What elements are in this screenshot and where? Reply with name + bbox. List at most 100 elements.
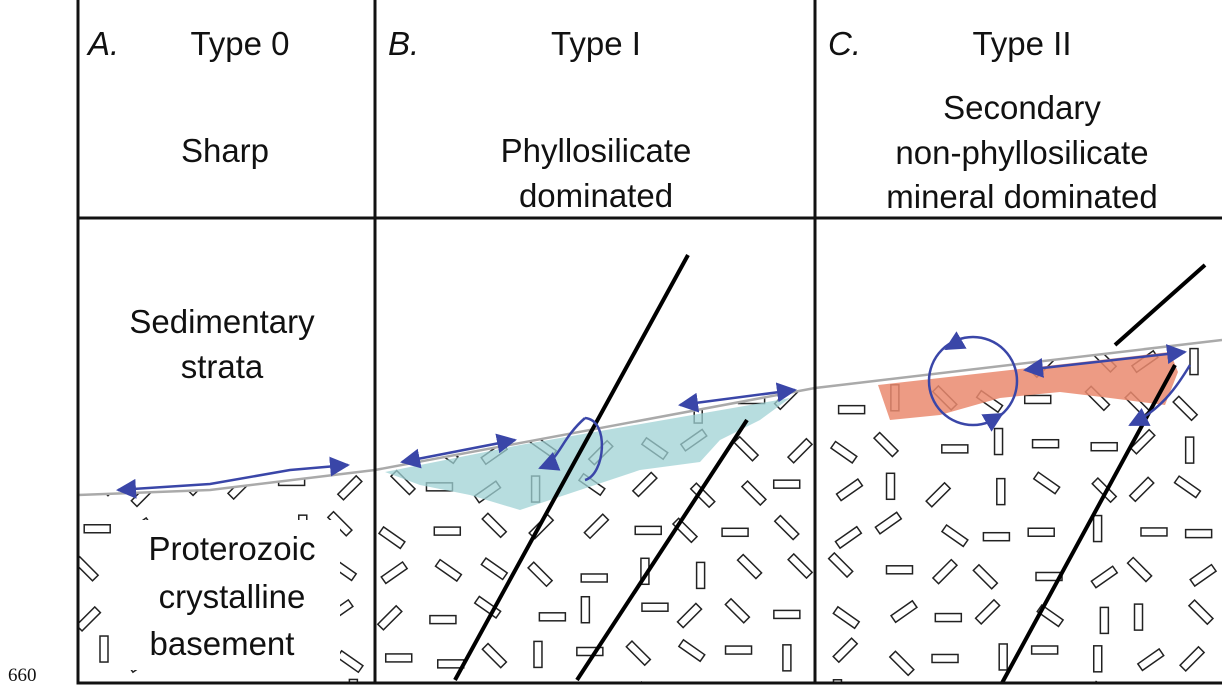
mineral-grain	[1173, 475, 1202, 499]
mineral-grain	[832, 637, 859, 664]
mineral-grain	[130, 481, 157, 508]
mineral-grain	[83, 524, 111, 534]
basement-label: crystalline	[159, 578, 306, 615]
mineral-grain	[1092, 514, 1103, 543]
mineral-grain	[695, 561, 706, 590]
mineral-grain	[1032, 471, 1061, 495]
page-number: 660	[8, 665, 37, 685]
panel-type: Type II	[972, 25, 1071, 62]
mineral-grain	[993, 427, 1004, 456]
mineral-grain	[78, 605, 102, 633]
mineral-grain	[1030, 645, 1059, 655]
mineral-grain	[883, 349, 912, 373]
mineral-grain	[724, 645, 753, 655]
mineral-grain	[786, 437, 814, 464]
mineral-grain	[996, 477, 1006, 506]
phyllosilicate-zone	[385, 398, 790, 510]
mineral-grain	[280, 431, 307, 458]
mineral-grain	[372, 389, 399, 416]
mineral-grain	[787, 552, 814, 580]
mineral-grain	[982, 531, 1011, 542]
mineral-grain	[781, 355, 792, 383]
mineral-grain	[78, 396, 105, 421]
strata-label: Sedimentary	[129, 303, 315, 340]
mineral-grain	[832, 679, 843, 683]
mineral-grain	[773, 514, 800, 541]
mineral-grain	[336, 649, 364, 674]
mineral-grain	[481, 397, 508, 424]
mineral-grain	[1129, 428, 1156, 455]
mineral-grain	[885, 565, 914, 575]
mineral-grain	[380, 560, 409, 585]
mineral-grain	[1140, 527, 1168, 537]
mineral-grain	[538, 612, 567, 622]
mineral-grain	[1126, 556, 1153, 583]
mineral-grain	[972, 563, 999, 590]
mineral-grain	[481, 642, 508, 669]
mineral-grain	[829, 440, 858, 465]
mineral-grain	[1099, 606, 1110, 635]
mineral-grain	[335, 389, 364, 413]
basement-label: basement	[150, 625, 295, 662]
mineral-grain	[99, 635, 109, 663]
strata-label: strata	[181, 348, 264, 385]
mineral-grain	[980, 351, 1008, 362]
mineral-grain	[1027, 527, 1055, 537]
mineral-grain	[772, 479, 801, 489]
mineral-grain	[847, 348, 858, 376]
panel-description: non-phyllosilicate	[895, 134, 1148, 171]
mineral-grain	[94, 434, 105, 463]
mineral-grain	[737, 347, 764, 374]
mineral-grain	[1090, 565, 1119, 589]
mineral-grain	[649, 347, 660, 376]
mineral-grain	[733, 435, 760, 462]
mineral-grain	[889, 599, 918, 624]
mineral-grain	[429, 614, 457, 625]
mineral-grain	[1184, 528, 1213, 539]
mineral-grain	[931, 653, 959, 664]
mineral-grain	[429, 386, 458, 411]
mineral-grain	[325, 360, 354, 370]
mineral-grain	[940, 523, 969, 548]
mineral-grain	[589, 396, 617, 406]
mineral-grain	[1023, 394, 1052, 405]
mineral-grain	[88, 470, 115, 497]
panel-letter: C.	[828, 25, 861, 62]
mineral-grain	[721, 527, 749, 538]
mineral-grain	[436, 659, 465, 669]
mineral-grain	[340, 433, 367, 461]
mineral-grain	[336, 474, 363, 501]
mineral-grain	[925, 481, 952, 508]
mineral-grain	[682, 355, 710, 365]
mineral-grain	[885, 472, 896, 501]
panel-type: Type I	[551, 25, 641, 62]
mineral-grain	[1031, 438, 1060, 449]
frame	[76, 0, 1222, 685]
mineral-grain	[724, 597, 751, 624]
mineral-grain	[874, 511, 903, 535]
mineral-grain	[434, 558, 463, 583]
mineral-grain	[835, 478, 864, 502]
panel-type: Type 0	[190, 25, 289, 62]
mineral-grain	[1172, 395, 1199, 422]
mineral-grain	[530, 387, 559, 411]
mineral-grain	[641, 602, 669, 612]
label-backdrop	[120, 520, 340, 670]
mineral-grain	[481, 512, 508, 539]
mineral-grain	[832, 605, 861, 630]
mineral-grain	[1133, 603, 1144, 631]
mineral-grain	[837, 404, 866, 415]
mineral-grain	[181, 426, 192, 454]
mineral-grain	[676, 602, 703, 629]
mineral-grain	[624, 395, 653, 420]
slip-arrows	[116, 331, 1192, 499]
mineral-grain	[422, 357, 450, 381]
mineral-grain	[1184, 436, 1195, 464]
mineral-grain	[533, 640, 543, 669]
mineral-grain	[580, 573, 608, 583]
panel-description: Secondary	[943, 89, 1101, 126]
mineral-grain	[1189, 347, 1199, 376]
mineral-grain	[931, 558, 959, 585]
mineral-grain	[227, 426, 255, 453]
